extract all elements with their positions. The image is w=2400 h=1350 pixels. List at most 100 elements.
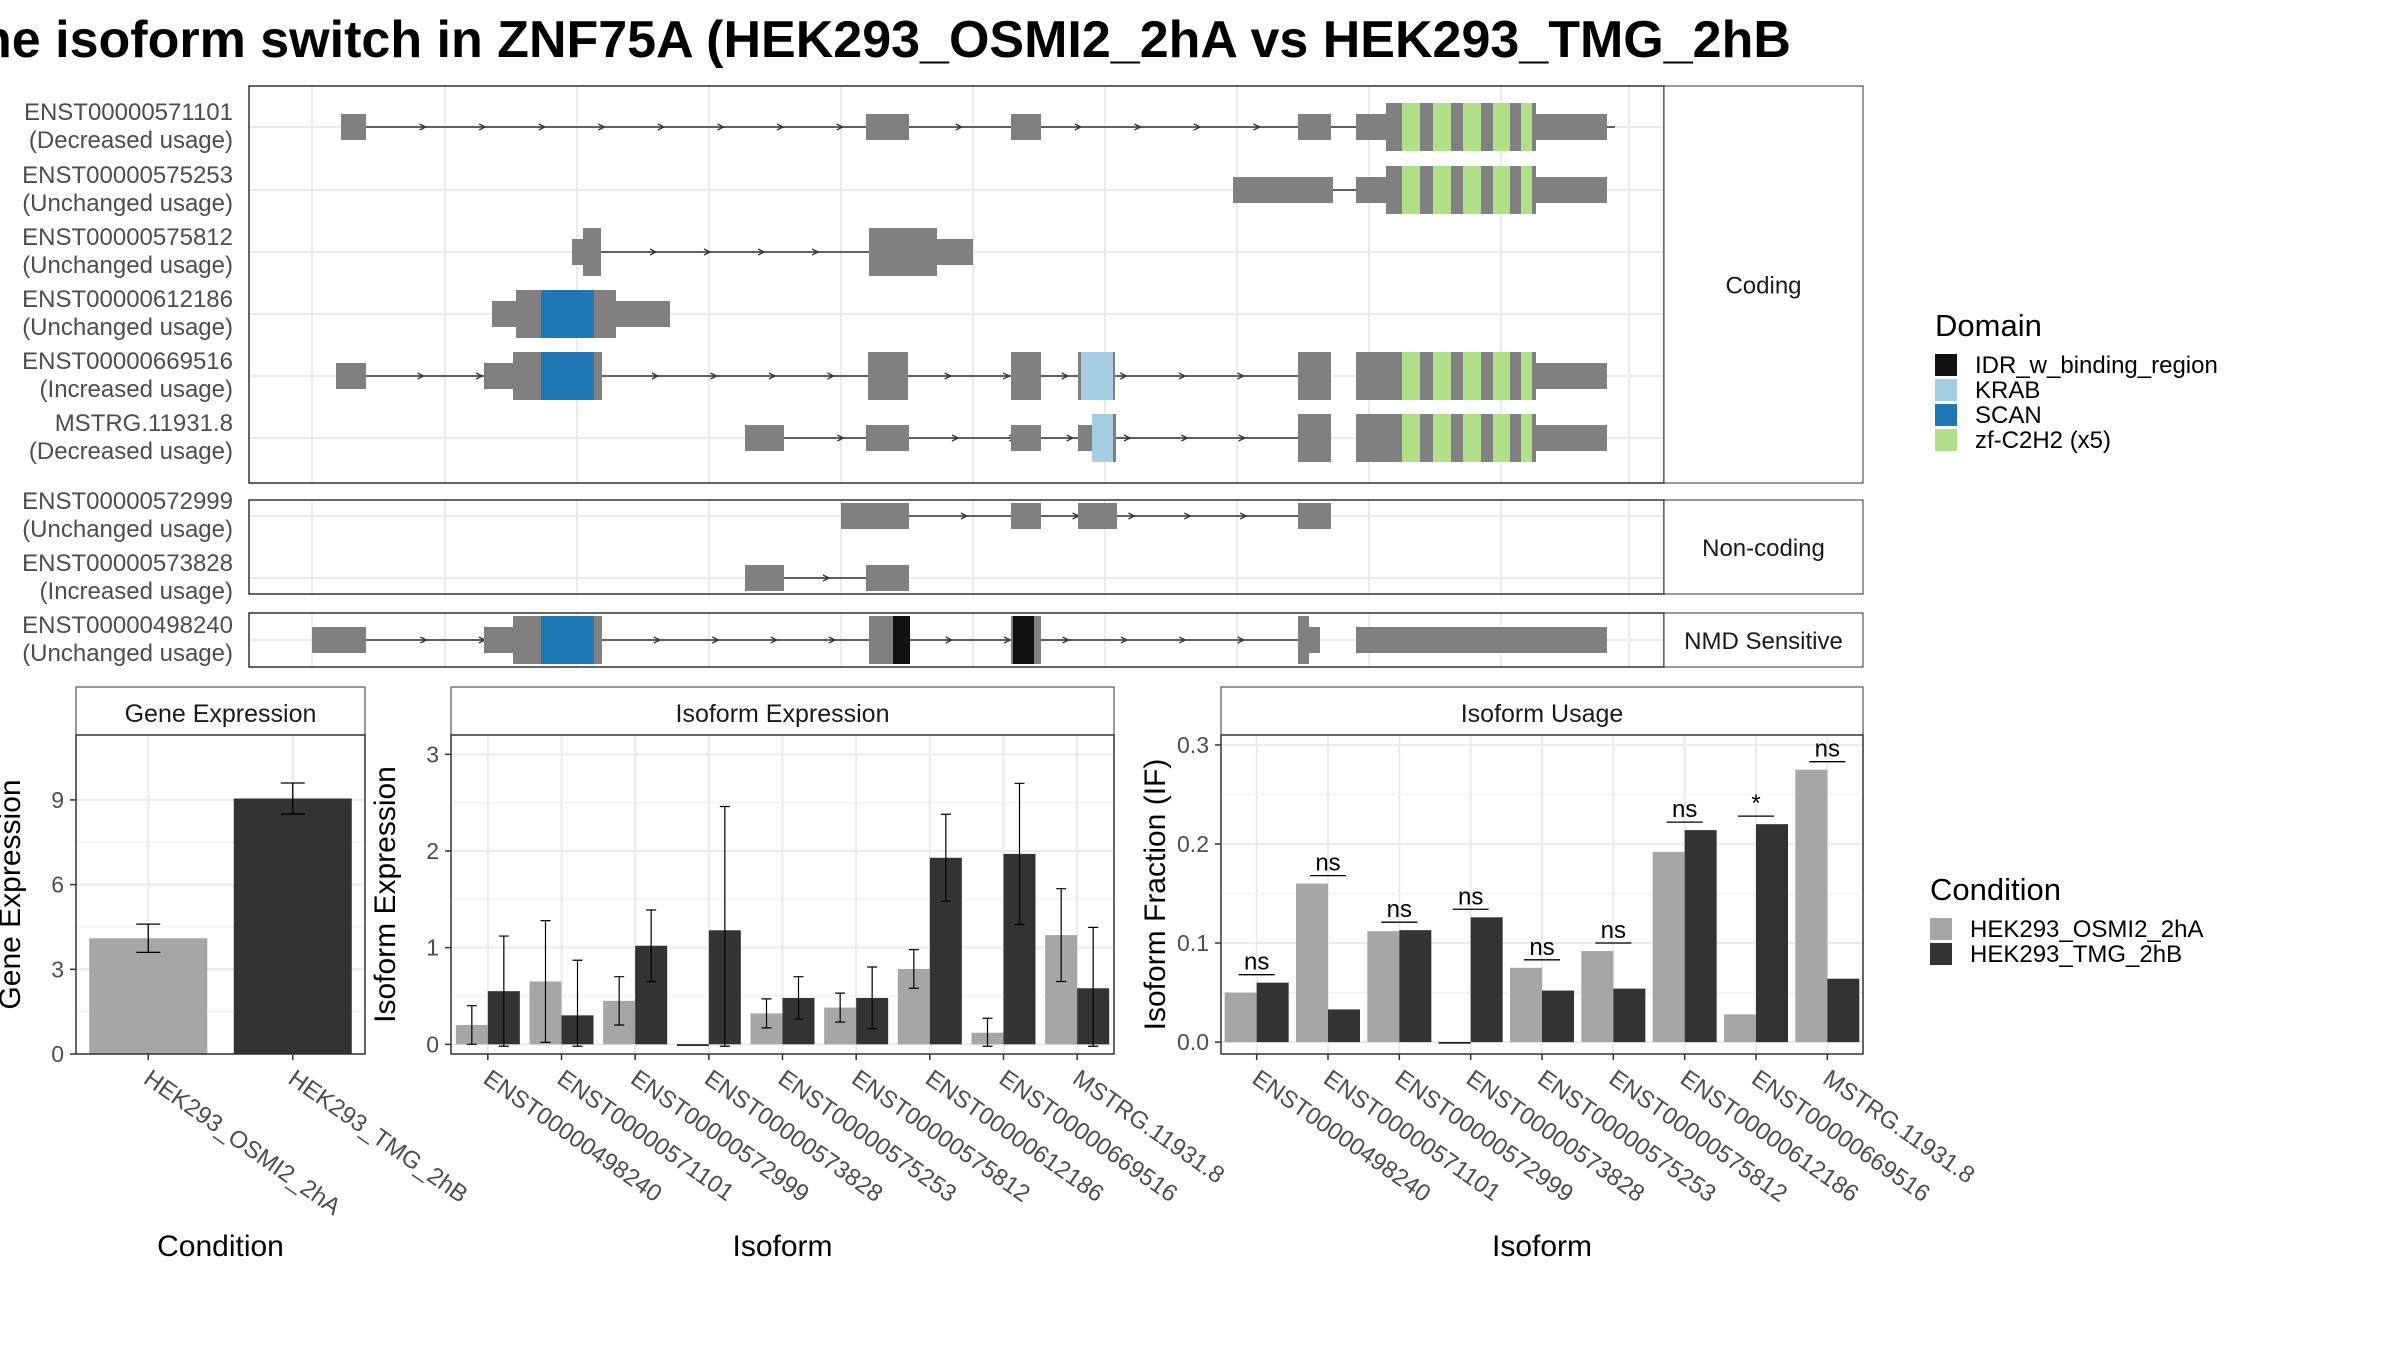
error-bar <box>982 1017 993 1047</box>
intron-arrow <box>597 123 606 131</box>
domain-block <box>1463 352 1481 400</box>
x-axis-title: Condition <box>157 1230 284 1263</box>
intron-arrow <box>1193 123 1202 131</box>
transcript-id-label: ENST00000573828 <box>22 550 233 577</box>
bar <box>1652 851 1685 1043</box>
utr-exon <box>1233 177 1333 203</box>
chart-title: Isoform Usage <box>1461 700 1624 728</box>
bar <box>1581 950 1614 1043</box>
domain-block <box>1463 414 1481 462</box>
error-bar <box>614 976 625 1026</box>
domain-block <box>1521 103 1532 151</box>
transcript-id-label: ENST00000575812 <box>22 224 233 251</box>
significance-label: ns <box>1387 896 1412 923</box>
condition-legend-label: HEK293_OSMI2_2hA <box>1970 916 2203 943</box>
utr-exon <box>866 425 909 451</box>
transcript-usage-label: (Unchanged usage) <box>22 516 233 543</box>
domain-block <box>1433 414 1451 462</box>
error-bar <box>540 920 551 1043</box>
domain-block <box>1433 352 1451 400</box>
utr-exon <box>745 565 784 591</box>
intron-arrow <box>1066 434 1075 442</box>
cds-exon <box>1298 616 1309 664</box>
utr-exon <box>1011 425 1041 451</box>
bar <box>89 938 208 1054</box>
error-bar <box>761 998 772 1029</box>
domain-block <box>1493 103 1510 151</box>
transcript-id-label: ENST00000575253 <box>22 162 233 189</box>
utr-exon <box>1298 114 1331 140</box>
x-axis-title: Isoform <box>732 1230 832 1263</box>
utr-exon <box>572 239 583 265</box>
utr-exon <box>937 239 973 265</box>
cds-exon <box>516 290 541 338</box>
significance-label: ns <box>1244 949 1269 976</box>
utr-exon <box>1356 627 1607 653</box>
y-tick-label: 0 <box>426 1031 439 1057</box>
domain-block <box>541 290 594 338</box>
cds-exon <box>868 352 908 400</box>
error-bar <box>572 959 583 1047</box>
chart-title-strip <box>75 686 366 736</box>
bar <box>1724 1014 1756 1043</box>
intron-arrow <box>811 248 820 256</box>
intron-arrow <box>776 123 785 131</box>
domain-legend-key <box>1935 354 1957 376</box>
transcript-id-label: ENST00000572999 <box>22 488 233 515</box>
domain-block <box>1402 166 1420 214</box>
condition-legend-label: HEK293_TMG_2hB <box>1970 941 2182 968</box>
transcript-usage-label: (Decreased usage) <box>29 127 233 154</box>
intron-arrow <box>768 372 777 380</box>
intron-arrow <box>828 636 837 644</box>
transcript-id-label: ENST00000669516 <box>22 348 233 375</box>
bar <box>1399 930 1432 1043</box>
error-bar <box>498 935 509 1047</box>
intron-arrow <box>960 512 969 520</box>
intron-arrow <box>538 123 547 131</box>
y-tick-label: 0.0 <box>1177 1029 1209 1055</box>
domain-legend-key <box>1935 404 1957 426</box>
x-axis-title: Isoform <box>1492 1230 1592 1263</box>
error-bar <box>1014 782 1025 926</box>
bar <box>1438 1042 1471 1044</box>
domain-block <box>1433 166 1451 214</box>
intron-arrow <box>1062 636 1070 644</box>
error-bar <box>793 976 804 1020</box>
intron-arrow <box>1253 123 1262 131</box>
transcript-id-label: ENST00000498240 <box>22 612 233 639</box>
cds-exon <box>1298 352 1331 400</box>
chart-title: Isoform Expression <box>676 700 890 728</box>
intron-arrow <box>837 434 845 442</box>
bar <box>1328 1009 1360 1043</box>
intron-arrow <box>710 372 718 380</box>
error-bar <box>835 992 846 1023</box>
domain-block <box>1521 166 1532 214</box>
intron-arrow <box>1134 123 1142 131</box>
intron-arrow <box>649 248 658 256</box>
bar <box>1296 883 1328 1043</box>
domain-legend: Domain IDR_w_binding_regionKRABSCANzf-C2H… <box>1935 308 2218 454</box>
intron-arrow <box>475 372 484 380</box>
utr-exon <box>312 627 366 653</box>
domain-legend-label: SCAN <box>1975 402 2042 429</box>
significance-label: ns <box>1315 850 1340 877</box>
bar <box>1795 769 1828 1043</box>
cds-exon <box>869 228 937 276</box>
intron-arrow <box>944 372 953 380</box>
y-tick-label: 1 <box>426 935 439 961</box>
intron-arrow <box>1120 372 1128 380</box>
isoform-expression-chart: Isoform Expression0123ENST00000498240ENS… <box>369 686 1229 1263</box>
isoform-usage-chart: Isoform Usage ns ns ns ns ns ns ns * ns 0.0 0.1 0.2 0… <box>1139 686 1979 1263</box>
bar <box>1542 990 1574 1043</box>
domain-block <box>1402 103 1420 151</box>
transcript-panel-background <box>249 500 1664 594</box>
utr-exon <box>841 503 909 529</box>
domain-block <box>1092 414 1113 462</box>
utr-exon <box>1536 114 1607 140</box>
intron-arrow <box>1002 372 1011 380</box>
intron-arrow <box>1239 512 1248 520</box>
intron-arrow <box>703 248 712 256</box>
condition-legend-key <box>1930 918 1952 940</box>
chart-border <box>75 734 366 1055</box>
